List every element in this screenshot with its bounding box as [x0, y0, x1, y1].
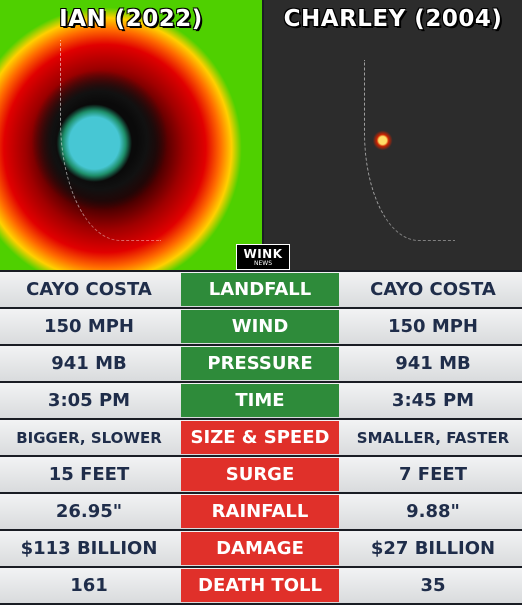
charley-title: CHARLEY (2004) — [283, 6, 503, 32]
ian-value: 26.95" — [55, 501, 123, 522]
category-label: DEATH TOLL — [181, 569, 339, 602]
charley-value: 3:45 PM — [391, 390, 475, 411]
ian-value: CAYO COSTA — [26, 279, 152, 300]
charley-value: 7 FEET — [399, 464, 467, 485]
florida-coastline — [60, 40, 161, 241]
charley-value: CAYO COSTA — [370, 279, 496, 300]
table-row: BIGGER, SLOWER SIZE & SPEED SMALLER, FASTE… — [0, 419, 522, 456]
table-row: 161 DEATH TOLL 35 — [0, 567, 522, 604]
ian-value: 941 MB — [51, 353, 127, 374]
category-label: RAINFALL — [181, 495, 339, 528]
charley-value: $27 BILLION — [370, 538, 496, 559]
florida-coastline — [364, 60, 455, 241]
category-label: SIZE & SPEED — [181, 421, 339, 454]
ian-value: BIGGER, SLOWER — [16, 428, 162, 447]
category-label: PRESSURE — [181, 347, 339, 380]
category-label: LANDFALL — [181, 273, 339, 306]
table-row: CAYO COSTA LANDFALL CAYO COSTA — [0, 271, 522, 308]
ian-title: IAN (2022) — [59, 6, 203, 32]
ian-satellite-image: IAN (2022) — [0, 0, 262, 270]
ian-value: 161 — [70, 575, 108, 596]
table-row: 150 MPH WIND 150 MPH — [0, 308, 522, 345]
logo-line2: NEWS — [253, 260, 273, 267]
charley-satellite-image: CHARLEY (2004) — [264, 0, 522, 270]
ian-value: 15 FEET — [48, 464, 130, 485]
ian-value: 3:05 PM — [47, 390, 131, 411]
ian-value: 150 MPH — [43, 316, 134, 337]
charley-value: SMALLER, FASTER — [356, 428, 510, 447]
satellite-images: IAN (2022) CHARLEY (2004) WINK NEWS — [0, 0, 522, 270]
comparison-table: CAYO COSTA LANDFALL CAYO COSTA 150 MPH WIND 1… — [0, 271, 522, 604]
logo-line1: WINK — [243, 247, 283, 261]
wink-news-logo: WINK NEWS — [236, 244, 290, 270]
category-label: WIND — [181, 310, 339, 343]
category-label: SURGE — [181, 458, 339, 491]
table-row: 15 FEET SURGE 7 FEET — [0, 456, 522, 493]
charley-value: 150 MPH — [387, 316, 478, 337]
charley-value: 35 — [420, 575, 446, 596]
table-row: 941 MB PRESSURE 941 MB — [0, 345, 522, 382]
charley-value: 941 MB — [395, 353, 471, 374]
table-row: $113 BILLION DAMAGE $27 BILLION — [0, 530, 522, 567]
charley-value: 9.88" — [406, 501, 460, 522]
category-label: DAMAGE — [181, 532, 339, 565]
category-label: TIME — [181, 384, 339, 417]
ian-value: $113 BILLION — [20, 538, 158, 559]
table-row: 3:05 PM TIME 3:45 PM — [0, 382, 522, 419]
table-row: 26.95" RAINFALL 9.88" — [0, 493, 522, 530]
